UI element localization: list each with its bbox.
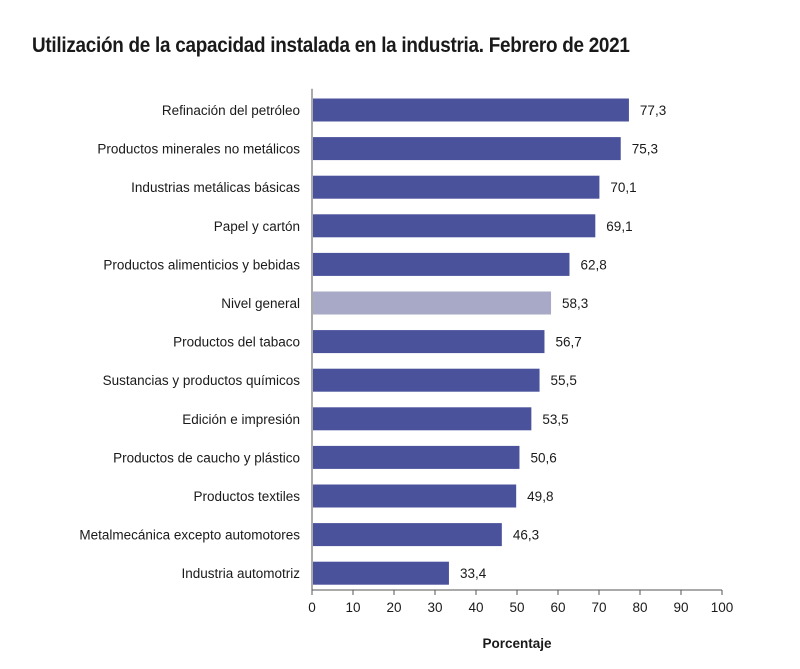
bar [313,137,621,161]
category-label: Sustancias y productos químicos [103,373,301,388]
bar [313,445,520,469]
value-label: 58,3 [562,296,588,311]
x-tick-label: 90 [673,600,688,615]
bar [313,523,502,547]
axis-layer: 0 10 20 30 40 50 60 70 80 90 100 [308,88,734,615]
value-label: 69,1 [606,219,632,234]
bars-layer: Refinación del petróleo 77,3 Productos min… [79,98,666,585]
category-label: Productos de caucho y plástico [113,450,300,465]
value-label: 50,6 [530,450,556,465]
x-tick-label: 20 [386,600,401,615]
value-label: 62,8 [580,257,606,272]
category-label: Industria automotriz [181,566,300,581]
category-label: Industrias metálicas básicas [131,180,300,195]
x-tick-label: 0 [308,600,316,615]
category-label: Edición e impresión [182,412,300,427]
category-label: Productos alimenticios y bebidas [103,257,300,272]
bar [313,98,629,122]
value-label: 75,3 [632,142,658,157]
x-axis-title: Porcentaje [482,636,552,651]
bar [313,484,517,508]
value-label: 77,3 [640,103,666,118]
x-tick-label: 100 [711,600,734,615]
bar [313,252,570,276]
bar [313,214,596,238]
category-label: Metalmecánica excepto automotores [79,528,300,543]
chart-title: Utilización de la capacidad instalada en… [32,34,630,57]
category-label: Productos minerales no metálicos [97,142,300,157]
value-label: 70,1 [610,180,636,195]
category-label: Papel y cartón [214,219,300,234]
x-tick-label: 50 [509,600,524,615]
x-tick-label: 80 [632,600,647,615]
value-label: 33,4 [460,566,487,581]
bar [313,407,532,431]
value-label: 53,5 [542,412,568,427]
value-label: 55,5 [551,373,577,388]
bar [313,175,600,199]
value-label: 56,7 [555,335,581,350]
x-tick-label: 40 [468,600,483,615]
x-tick-label: 70 [591,600,606,615]
x-tick-label: 60 [550,600,565,615]
category-label: Refinación del petróleo [162,103,300,118]
bar [313,368,540,392]
bar [313,561,449,585]
value-label: 49,8 [527,489,553,504]
x-tick-label: 10 [345,600,360,615]
bar [313,330,545,354]
x-tick-label: 30 [427,600,442,615]
value-label: 46,3 [513,528,539,543]
category-label: Productos del tabaco [173,335,300,350]
bar-highlight [313,291,552,315]
category-label: Productos textiles [193,489,300,504]
category-label: Nivel general [221,296,300,311]
